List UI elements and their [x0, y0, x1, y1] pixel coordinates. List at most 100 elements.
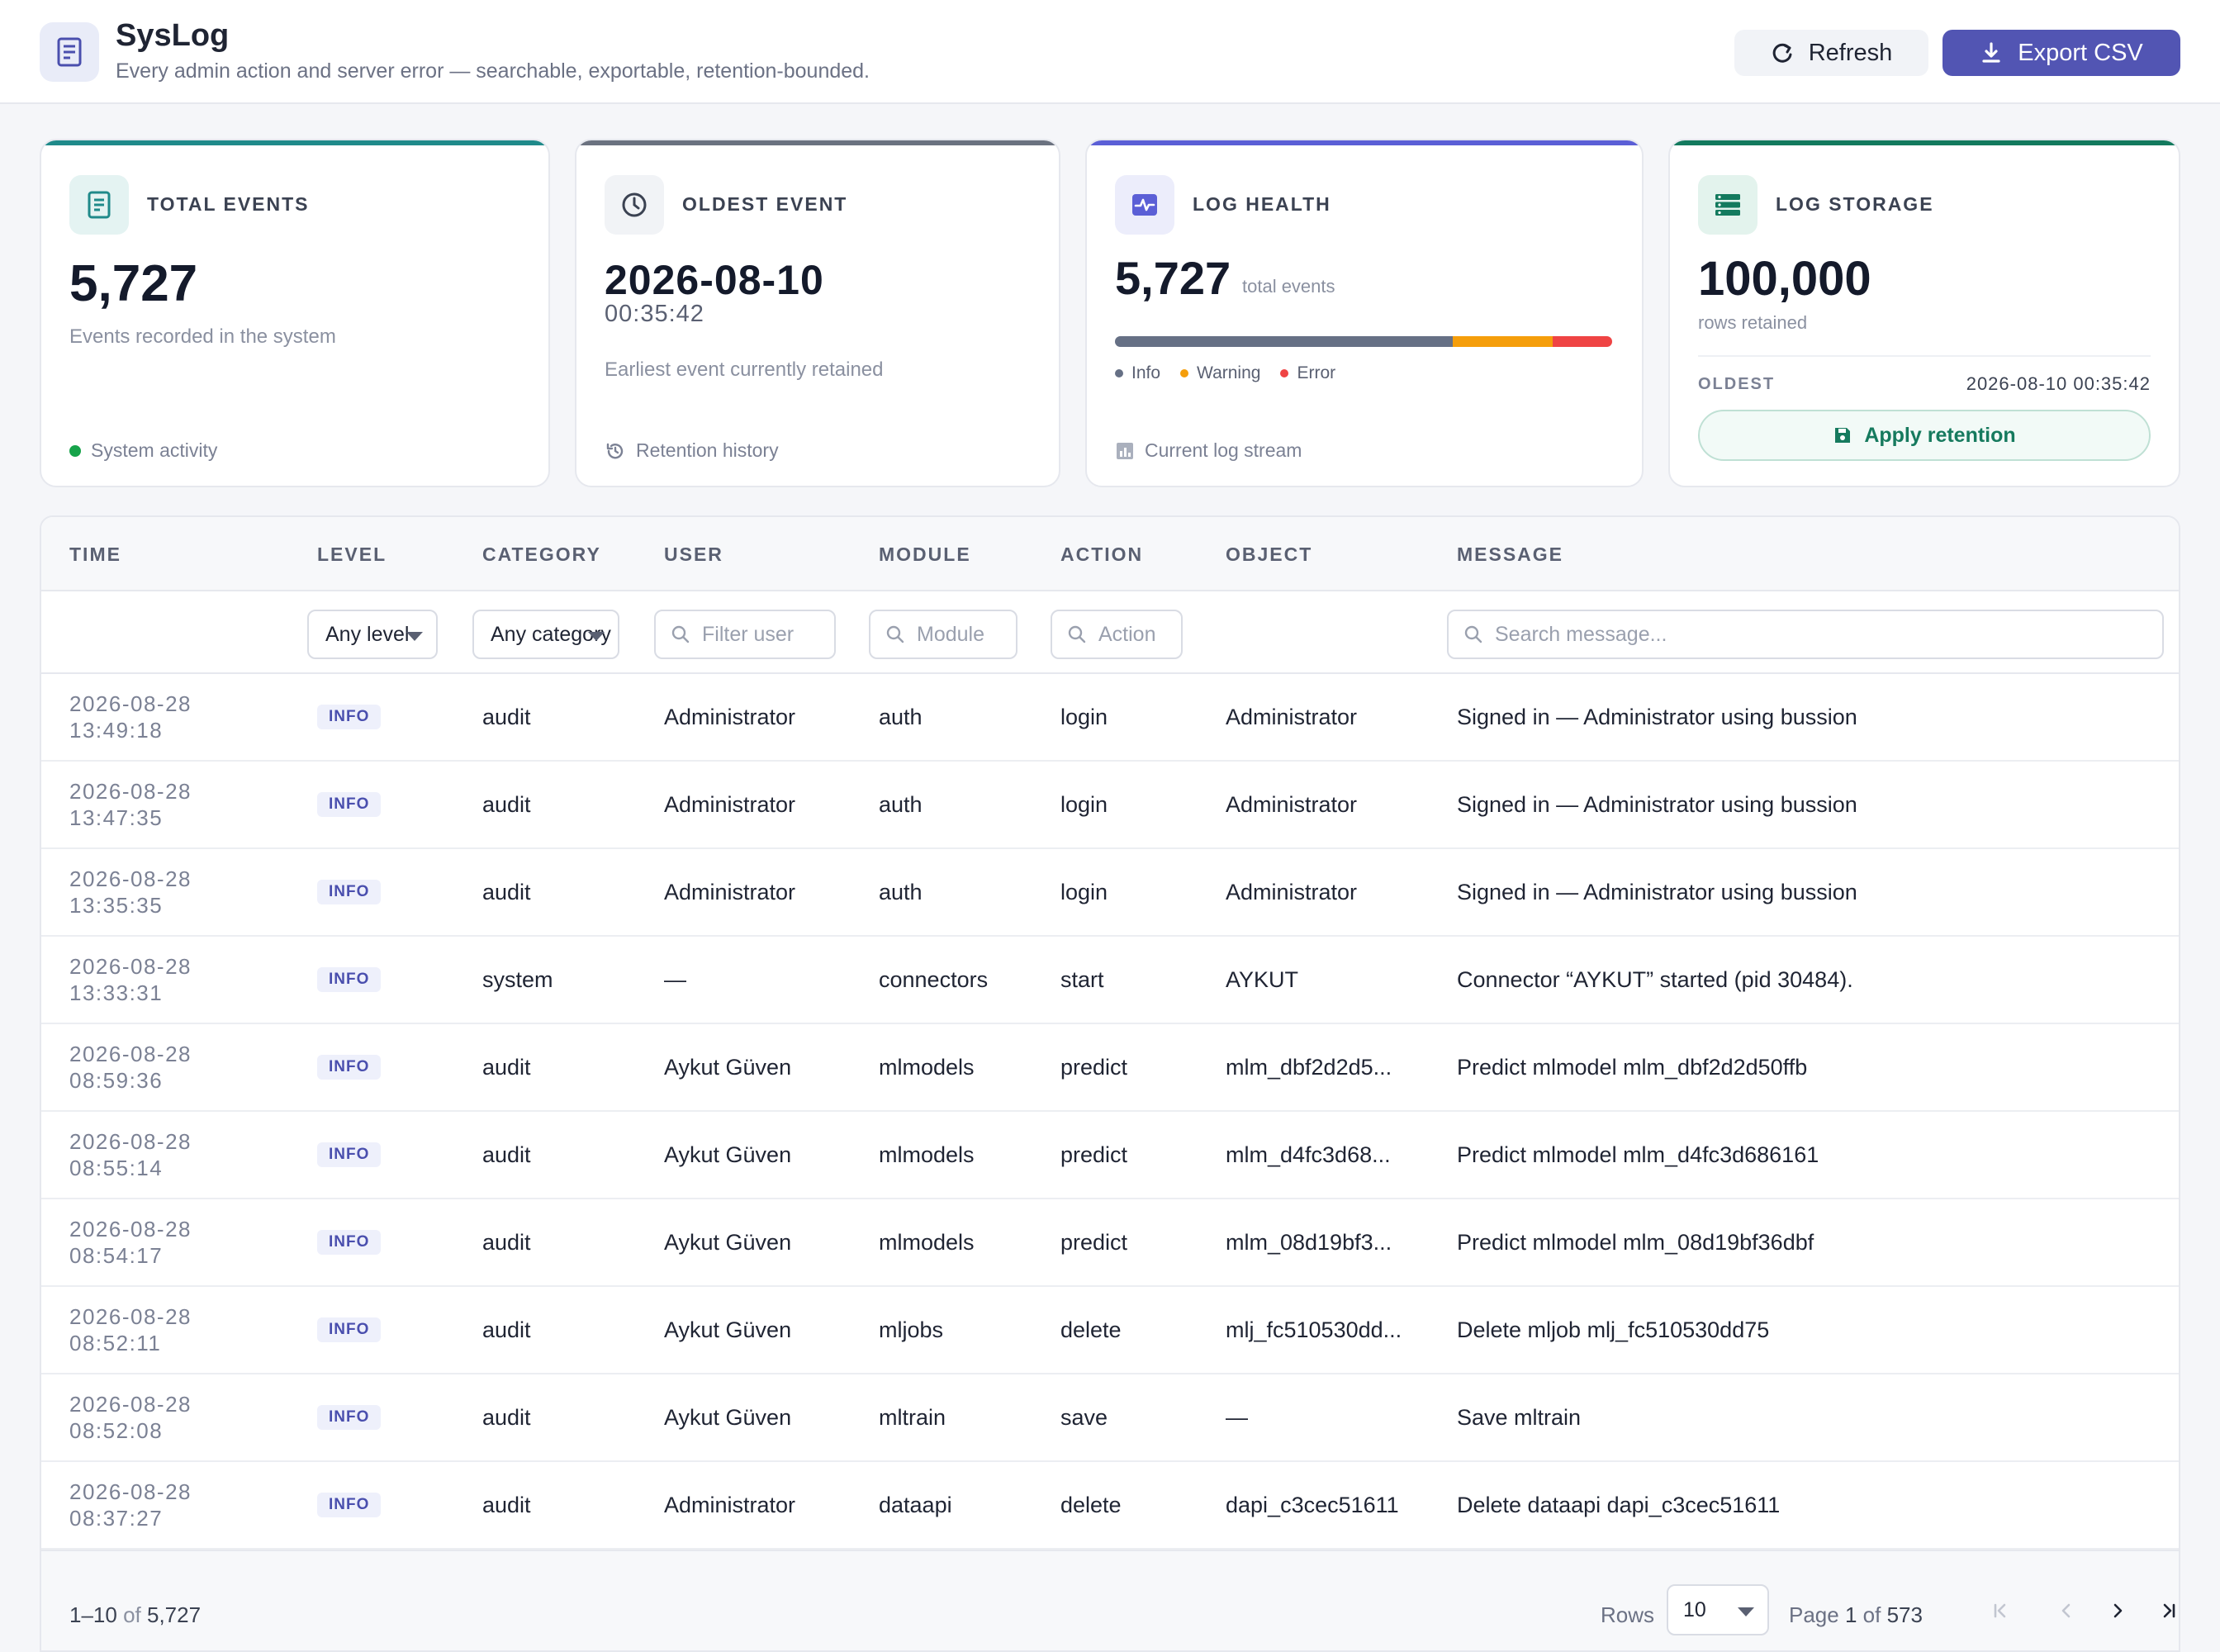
cell-category-text: audit: [482, 791, 531, 817]
next-page-button[interactable]: [2101, 1594, 2134, 1627]
column-header-object[interactable]: OBJECT: [1226, 544, 1313, 565]
cell-object: mlm_d4fc3d68...: [1226, 1112, 1391, 1198]
syslog-table: TIME LEVEL CATEGORY USER MODULE ACTION O…: [40, 515, 2180, 1652]
level-badge: INFO: [317, 1317, 382, 1342]
range-value: 1–10: [69, 1602, 117, 1627]
cell-user-text: Aykut Güven: [664, 1229, 792, 1255]
cell-level: INFO: [317, 762, 382, 847]
column-header-time[interactable]: TIME: [69, 544, 121, 565]
message-search-input[interactable]: [1447, 610, 2164, 659]
cell-action: login: [1060, 674, 1108, 760]
action-filter-input[interactable]: [1051, 610, 1183, 659]
column-header-module[interactable]: MODULE: [879, 544, 971, 565]
level-badge: INFO: [317, 1493, 382, 1517]
table-row[interactable]: 2026-08-28 08:52:08 INFO audit Aykut Güven ml…: [41, 1374, 2179, 1462]
user-filter-input[interactable]: [654, 610, 836, 659]
table-row[interactable]: 2026-08-28 08:54:17 INFO audit Aykut Güven ml…: [41, 1199, 2179, 1287]
first-page-button[interactable]: [1984, 1594, 2017, 1627]
level-filter-select[interactable]: Any level: [307, 610, 438, 659]
cell-category: audit: [482, 1112, 531, 1198]
cell-module: connectors: [879, 937, 988, 1023]
previous-page-button[interactable]: [2050, 1594, 2083, 1627]
rows-per-page-select[interactable]: 10: [1667, 1584, 1769, 1635]
cell-time: 13:33:31: [69, 980, 164, 1005]
log-document-icon: [69, 175, 129, 235]
cell-object-text: AYKUT: [1226, 966, 1299, 992]
cell-time: 2026-08-28 08:52:11: [69, 1287, 192, 1373]
refresh-button[interactable]: Refresh: [1734, 30, 1928, 76]
cell-user: Aykut Güven: [664, 1024, 791, 1110]
level-badge: INFO: [317, 967, 382, 992]
cell-module: mljobs: [879, 1287, 943, 1373]
cell-time: 2026-08-28 13:49:18: [69, 674, 192, 760]
cell-time: 08:54:17: [69, 1243, 164, 1268]
category-filter-select[interactable]: Any category: [472, 610, 619, 659]
cell-object-text: dapi_c3cec51611: [1226, 1492, 1399, 1517]
table-row[interactable]: 2026-08-28 13:33:31 INFO system — connectors s…: [41, 937, 2179, 1024]
user-filter-field[interactable]: [702, 622, 834, 647]
card-footer-label: Current log stream: [1145, 439, 1302, 461]
column-header-category[interactable]: CATEGORY: [482, 544, 601, 565]
card-accent-bar: [576, 140, 1059, 145]
cell-module: auth: [879, 849, 923, 935]
card-accent-bar: [1087, 140, 1642, 145]
table-row[interactable]: 2026-08-28 13:47:35 INFO audit Administrator…: [41, 762, 2179, 849]
apply-retention-label: Apply retention: [1864, 423, 2016, 447]
column-header-level[interactable]: LEVEL: [317, 544, 387, 565]
cell-message-text: Predict mlmodel mlm_08d19bf36dbf: [1457, 1229, 1814, 1255]
table-row[interactable]: 2026-08-28 08:37:27 INFO audit Administrator…: [41, 1462, 2179, 1550]
page-info: Page 1 of 573: [1789, 1602, 1923, 1628]
level-filter-value: Any level: [325, 622, 410, 646]
cell-message: Predict mlmodel mlm_dbf2d2d50ffb: [1457, 1024, 1807, 1110]
card-footer[interactable]: Retention history: [605, 439, 779, 462]
cell-action: start: [1060, 937, 1104, 1023]
cell-date: 2026-08-28: [69, 1392, 192, 1417]
cell-category: audit: [482, 849, 531, 935]
cell-level: INFO: [317, 849, 382, 935]
table-row[interactable]: 2026-08-28 13:35:35 INFO audit Administrator…: [41, 849, 2179, 937]
card-footer[interactable]: Current log stream: [1115, 439, 1302, 462]
card-label: OLDEST EVENT: [682, 193, 848, 215]
export-csv-button[interactable]: Export CSV: [1942, 30, 2180, 76]
cell-user: Administrator: [664, 1462, 795, 1548]
cell-action-text: delete: [1060, 1492, 1122, 1517]
table-row[interactable]: 2026-08-28 08:59:36 INFO audit Aykut Güven ml…: [41, 1024, 2179, 1112]
level-badge: INFO: [317, 1142, 382, 1167]
module-filter-input[interactable]: [869, 610, 1017, 659]
table-row[interactable]: 2026-08-28 08:52:11 INFO audit Aykut Güven ml…: [41, 1287, 2179, 1374]
table-row[interactable]: 2026-08-28 13:49:18 INFO audit Administrator…: [41, 674, 2179, 762]
of-word: of: [1862, 1602, 1881, 1627]
cell-action: predict: [1060, 1199, 1127, 1285]
cell-category: system: [482, 937, 553, 1023]
cell-message: Signed in — Administrator using bussion: [1457, 762, 1857, 847]
cell-object-text: mlm_dbf2d2d5...: [1226, 1054, 1392, 1080]
column-header-action[interactable]: ACTION: [1060, 544, 1144, 565]
module-filter-field[interactable]: [917, 622, 1016, 647]
last-page-button[interactable]: [2152, 1594, 2179, 1627]
cell-level: INFO: [317, 1112, 382, 1198]
column-header-message[interactable]: MESSAGE: [1457, 544, 1564, 565]
cell-user-text: —: [664, 966, 686, 992]
cell-action-text: predict: [1060, 1229, 1128, 1255]
level-badge: INFO: [317, 792, 382, 817]
cell-date: 2026-08-28: [69, 1217, 192, 1241]
table-row[interactable]: 2026-08-28 08:55:14 INFO audit Aykut Güven ml…: [41, 1112, 2179, 1199]
legend-label: Error: [1297, 363, 1336, 382]
cell-message-text: Signed in — Administrator using bussion: [1457, 879, 1857, 904]
cell-object: mlj_fc510530dd...: [1226, 1287, 1402, 1373]
cell-category: audit: [482, 1374, 531, 1460]
column-header-user[interactable]: USER: [664, 544, 723, 565]
cell-action: save: [1060, 1374, 1108, 1460]
apply-retention-button[interactable]: Apply retention: [1698, 410, 2151, 461]
cell-object-text: mlm_d4fc3d68...: [1226, 1142, 1391, 1167]
cell-action: delete: [1060, 1287, 1122, 1373]
export-label: Export CSV: [2018, 39, 2143, 66]
total-value: 5,727: [147, 1602, 202, 1627]
cell-time: 13:47:35: [69, 805, 164, 830]
oldest-event-card: OLDEST EVENT 2026-08-10 00:35:42 Earlies…: [575, 139, 1060, 487]
cell-category: audit: [482, 1462, 531, 1548]
legend-item-error: Error: [1280, 363, 1335, 383]
level-badge: INFO: [317, 1055, 382, 1080]
action-filter-field[interactable]: [1098, 622, 1181, 647]
message-search-field[interactable]: [1495, 622, 2162, 647]
